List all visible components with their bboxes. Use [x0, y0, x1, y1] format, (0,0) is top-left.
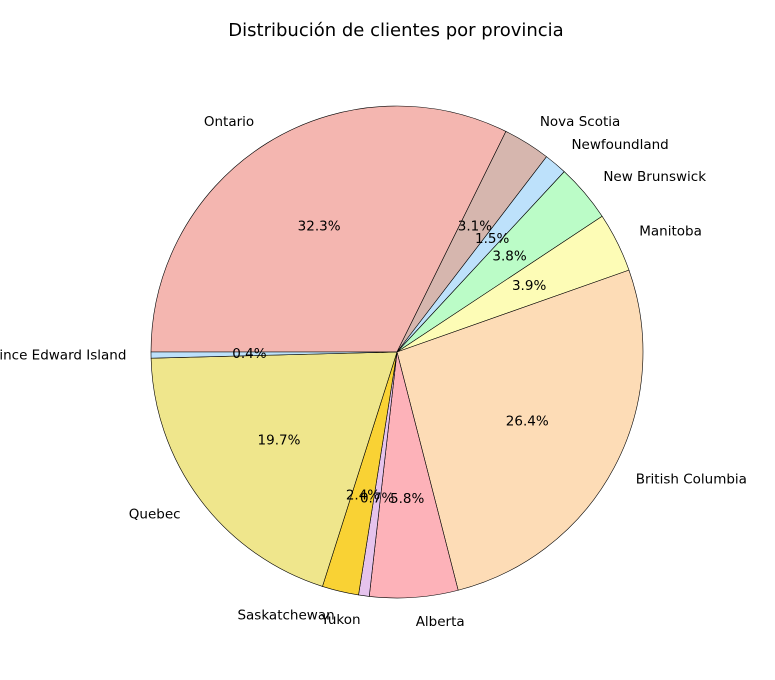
label-nova-scotia: Nova Scotia: [540, 114, 620, 130]
pie-labels: Ontario 32.3% Nova Scotia 3.1% Newfoundland 1…: [0, 114, 747, 630]
pct-alberta: 5.8%: [390, 491, 424, 507]
label-newfoundland: Newfoundland: [571, 137, 668, 153]
label-quebec: Quebec: [129, 506, 181, 522]
label-alberta: Alberta: [416, 614, 465, 630]
slice-british-columbia: [396, 269, 644, 591]
slice-quebec: [150, 351, 398, 587]
slice-ontario: [150, 105, 507, 353]
label-saskatchewan: Saskatchewan: [237, 607, 334, 623]
pct-saskatchewan: 2.4%: [346, 488, 380, 504]
pie-slices: [150, 105, 644, 599]
slice-prince-edward-island: [150, 351, 398, 359]
pct-british-columbia: 26.4%: [506, 413, 549, 429]
label-manitoba: Manitoba: [639, 223, 702, 239]
label-yukon: Yukon: [320, 612, 360, 628]
pct-new-brunswick: 3.8%: [492, 248, 526, 264]
pct-newfoundland: 1.5%: [475, 231, 509, 247]
pct-manitoba: 3.9%: [512, 278, 546, 294]
chart-title: Distribución de clientes por provincia: [228, 20, 563, 41]
label-prince-edward-island: Prince Edward Island: [0, 347, 126, 363]
pct-ontario: 32.3%: [298, 219, 341, 235]
label-ontario: Ontario: [204, 114, 254, 130]
pct-yukon: 0.7%: [360, 490, 394, 506]
pct-nova-scotia: 3.1%: [458, 219, 492, 235]
pct-quebec: 19.7%: [258, 433, 301, 449]
label-british-columbia: British Columbia: [636, 471, 747, 487]
pct-prince-edward-island: 0.4%: [232, 346, 266, 362]
label-new-brunswick: New Brunswick: [603, 169, 706, 185]
